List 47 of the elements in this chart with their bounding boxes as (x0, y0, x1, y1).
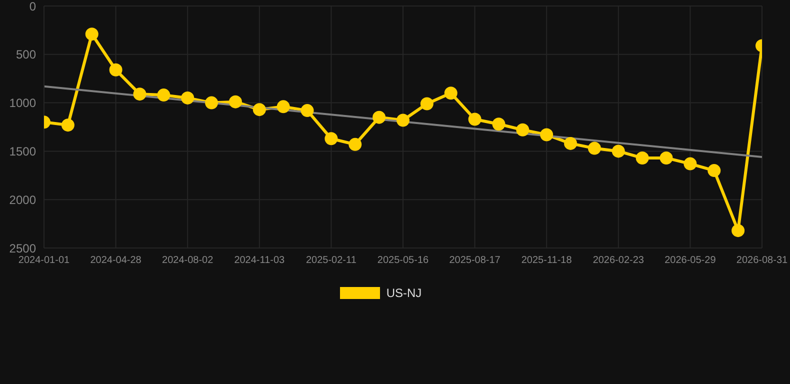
point (61, 118, 74, 132)
point (540, 128, 554, 142)
point (372, 110, 386, 124)
point (684, 157, 697, 170)
point (564, 136, 578, 150)
point (252, 103, 266, 116)
point (636, 151, 649, 164)
y-tick-label: 1500 (9, 144, 36, 158)
point (732, 224, 745, 238)
x-tick-label: 2026-05-29 (664, 255, 716, 266)
point (420, 97, 434, 110)
point (181, 91, 194, 104)
point (612, 144, 625, 158)
point (157, 88, 170, 102)
point (133, 88, 146, 101)
point (660, 151, 673, 164)
y-tick-label: 2500 (9, 241, 36, 256)
x-tick-label: 2024-04-28 (90, 255, 142, 266)
y-tick-label: 0 (29, 0, 36, 14)
x-tick-label: 2024-11-03 (234, 255, 286, 266)
point (444, 86, 458, 100)
legend-label: US-NJ (386, 286, 422, 300)
point (85, 28, 98, 41)
point (300, 104, 314, 118)
point (396, 114, 410, 127)
x-tick-label: 2026-08-31 (736, 255, 788, 266)
point (205, 96, 218, 110)
point (492, 118, 506, 131)
point (708, 164, 721, 178)
point (276, 100, 290, 114)
point (228, 95, 242, 108)
x-tick-label: 2025-11-18 (521, 255, 572, 266)
y-tick-label: 1000 (9, 96, 36, 110)
point (516, 123, 530, 136)
point (468, 112, 482, 126)
x-tick-label: 2025-05-16 (377, 255, 430, 266)
point (109, 63, 122, 76)
y-tick-label: 2000 (9, 192, 36, 207)
x-tick-label: 2025-08-17 (449, 255, 501, 266)
y-tick-label: 500 (16, 48, 36, 62)
x-tick-label: 2024-08-02 (162, 255, 214, 266)
x-tick-label: 2024-01-01 (18, 255, 70, 266)
point (324, 132, 338, 146)
point (348, 138, 362, 151)
x-tick-label: 2025-02-11 (306, 255, 357, 266)
point (588, 142, 601, 155)
x-tick-label: 2026-02-23 (592, 255, 644, 266)
